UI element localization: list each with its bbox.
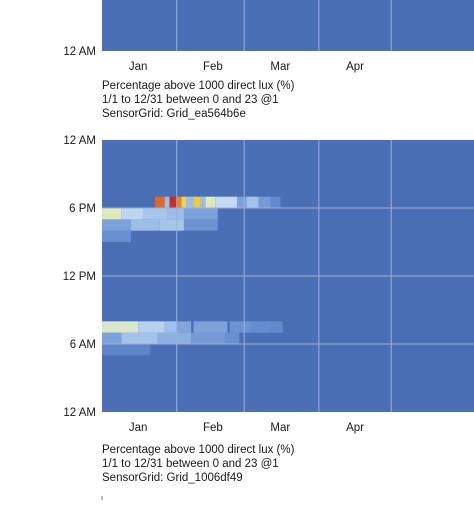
panel-1-caption: Percentage above 1000 direct lux (%) 1/1… xyxy=(102,79,294,121)
heatmap-cell xyxy=(138,321,165,333)
panel-2-x-tick-label: Apr xyxy=(346,422,364,434)
heatmap-cell xyxy=(102,208,122,220)
heatmap-cell xyxy=(258,196,271,208)
heatmap-cell xyxy=(102,219,131,231)
panel-2-caption-grid: SensorGrid: Grid_1006df49 xyxy=(102,472,243,484)
panel-1-x-tick-label: Feb xyxy=(203,61,223,73)
heatmap-cell xyxy=(102,321,139,333)
panel-2-caption-title: Percentage above 1000 direct lux (%) xyxy=(102,444,295,456)
panel-1-plot-area xyxy=(102,0,474,51)
heatmap-cell xyxy=(246,196,259,208)
heatmap-cell xyxy=(229,321,252,333)
panel-1-y-tick-label: 12 AM xyxy=(63,46,96,58)
heatmap-cell xyxy=(164,196,170,208)
heatmap-cell xyxy=(102,332,122,344)
panel-2-y-tick-label: 6 AM xyxy=(70,339,96,351)
panel-2-y-tick-label: 12 AM xyxy=(63,135,96,147)
heatmap-cell xyxy=(142,208,168,220)
panel-2-x-tick-label: Feb xyxy=(203,422,223,434)
heatmap-cell xyxy=(130,219,160,231)
heatmap-cell xyxy=(270,321,283,333)
panel-1-caption-period: 1/1 to 12/31 between 0 and 23 @1 xyxy=(102,94,279,106)
panel-2-y-tick-label: 12 AM xyxy=(63,407,96,419)
panel-2-x-tick-label: Mar xyxy=(270,422,290,434)
panel-1-x-tick-label: Mar xyxy=(270,61,290,73)
panel-2-y-tick-label: 12 PM xyxy=(63,271,96,283)
heatmap-cell xyxy=(157,332,192,344)
panel-2-caption: Percentage above 1000 direct lux (%) 1/1… xyxy=(102,443,294,485)
heatmap-cell xyxy=(191,332,225,344)
heatmap-cell xyxy=(270,196,281,208)
heatmap-cell xyxy=(102,230,131,242)
heatmap-cell xyxy=(215,196,237,208)
heatmap-cell xyxy=(102,344,151,356)
heatmap-cell xyxy=(176,321,192,333)
heatmap-cell xyxy=(155,196,165,208)
heatmap-cell xyxy=(181,196,187,208)
heatmap-cell xyxy=(121,208,143,220)
heatmap-cell xyxy=(236,196,247,208)
heatmap-cell xyxy=(224,332,240,344)
heatmap-cell xyxy=(183,219,218,231)
heatmap-cell xyxy=(121,332,158,344)
heatmap-cell xyxy=(193,196,201,208)
heatmap-cell xyxy=(183,208,218,220)
heatmap-cell xyxy=(193,321,228,333)
heatmap-cell xyxy=(169,196,177,208)
heatmap-cell xyxy=(167,208,184,220)
heatmap-cell xyxy=(164,321,177,333)
heatmap-cell xyxy=(200,196,206,208)
panel-1-caption-title: Percentage above 1000 direct lux (%) xyxy=(102,80,295,92)
heatmap-cell xyxy=(159,219,184,231)
heatmap-cell xyxy=(251,321,271,333)
heatmap-cell xyxy=(176,196,182,208)
panel-2-y-tick-label: 6 PM xyxy=(69,203,96,215)
panel-1-caption-grid: SensorGrid: Grid_ea564b6e xyxy=(102,108,246,120)
heatmap-cell xyxy=(205,196,216,208)
panel-1-x-tick-label: Apr xyxy=(346,61,364,73)
panel-1-x-tick-label: Jan xyxy=(129,61,148,73)
panel-2-x-tick-label: Jan xyxy=(129,422,148,434)
panel-2-caption-period: 1/1 to 12/31 between 0 and 23 @1 xyxy=(102,458,279,470)
heatmap-cell xyxy=(186,196,194,208)
